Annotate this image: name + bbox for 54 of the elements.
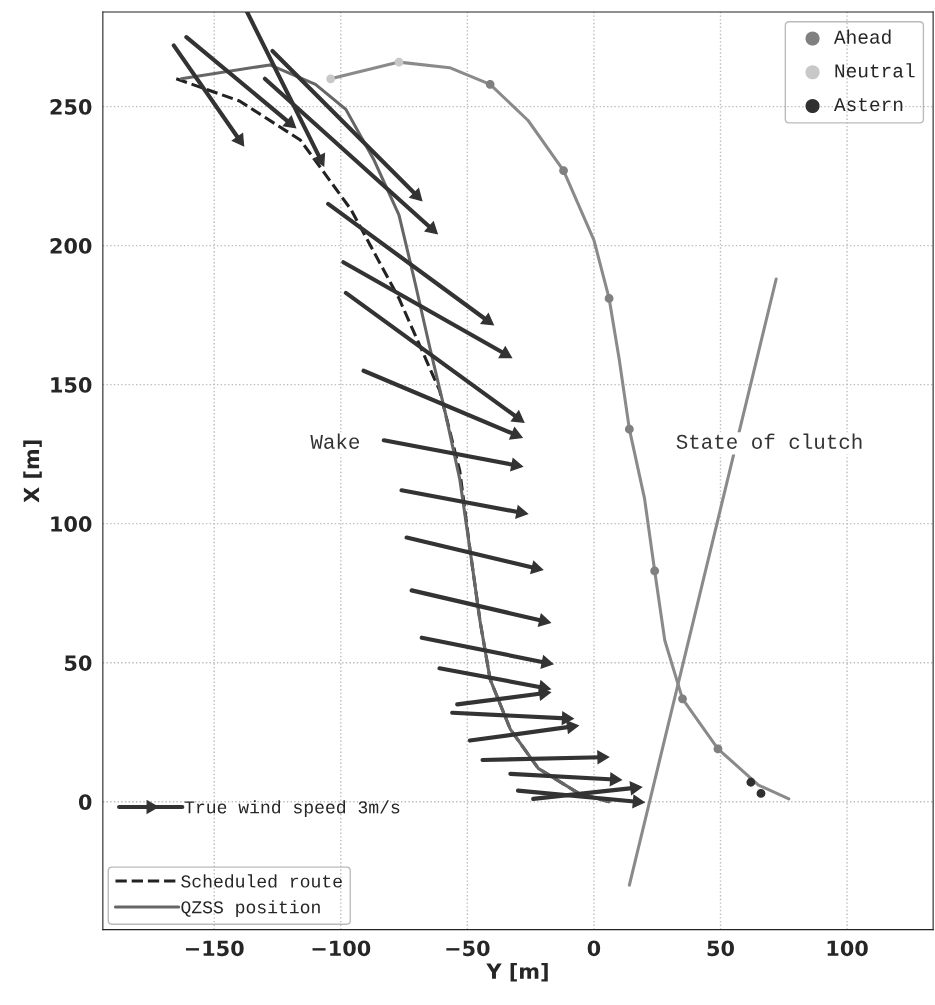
x-tick-label: −100 <box>312 940 371 957</box>
point <box>537 613 551 627</box>
legend-label: Neutral <box>835 63 915 78</box>
point <box>509 427 523 440</box>
point <box>409 188 423 202</box>
point <box>480 313 494 326</box>
legend-label: Ahead <box>833 29 891 44</box>
point <box>485 79 495 89</box>
y-tick-label: 200 <box>50 238 92 254</box>
annotation: State of clutch <box>676 433 862 449</box>
point <box>629 781 643 795</box>
point <box>498 346 513 359</box>
x-tick-label: −150 <box>185 940 244 957</box>
point <box>756 788 766 798</box>
x-axis-title: Y [m] <box>486 962 548 982</box>
y-axis-title: X [m] <box>23 440 42 503</box>
point <box>394 57 404 67</box>
point <box>510 410 525 423</box>
y-tick-label: 250 <box>50 99 92 115</box>
point <box>515 505 529 519</box>
legend-label: QZSS position <box>181 900 320 917</box>
point <box>597 750 610 765</box>
point <box>566 720 579 734</box>
x-tick-label: −50 <box>446 940 490 957</box>
legend-label: Scheduled route <box>181 874 342 888</box>
point <box>510 458 523 472</box>
point <box>746 777 756 787</box>
x-tick-label: 50 <box>707 940 734 957</box>
point <box>609 772 622 786</box>
legend-label: Astern <box>833 98 903 112</box>
y-tick-label: 100 <box>51 516 92 532</box>
x-tick-label: 0 <box>587 940 601 957</box>
legend-label: True wind speed 3m/s <box>184 800 400 818</box>
point <box>538 687 551 701</box>
y-tick-label: 0 <box>78 794 92 810</box>
point <box>231 132 245 147</box>
point <box>559 166 568 175</box>
point <box>530 560 544 574</box>
point <box>540 655 554 669</box>
point <box>561 711 574 725</box>
point <box>424 221 438 235</box>
point <box>282 115 297 129</box>
point <box>632 794 645 809</box>
y-tick-label: 150 <box>51 377 92 393</box>
point <box>650 566 660 576</box>
point <box>678 694 687 704</box>
x-tick-label: 100 <box>827 940 868 957</box>
point <box>312 152 326 167</box>
y-tick-label: 50 <box>65 655 92 671</box>
point <box>604 294 614 303</box>
point <box>326 74 336 84</box>
point <box>713 744 723 754</box>
annotation: Wake <box>310 433 360 449</box>
point <box>624 424 634 434</box>
